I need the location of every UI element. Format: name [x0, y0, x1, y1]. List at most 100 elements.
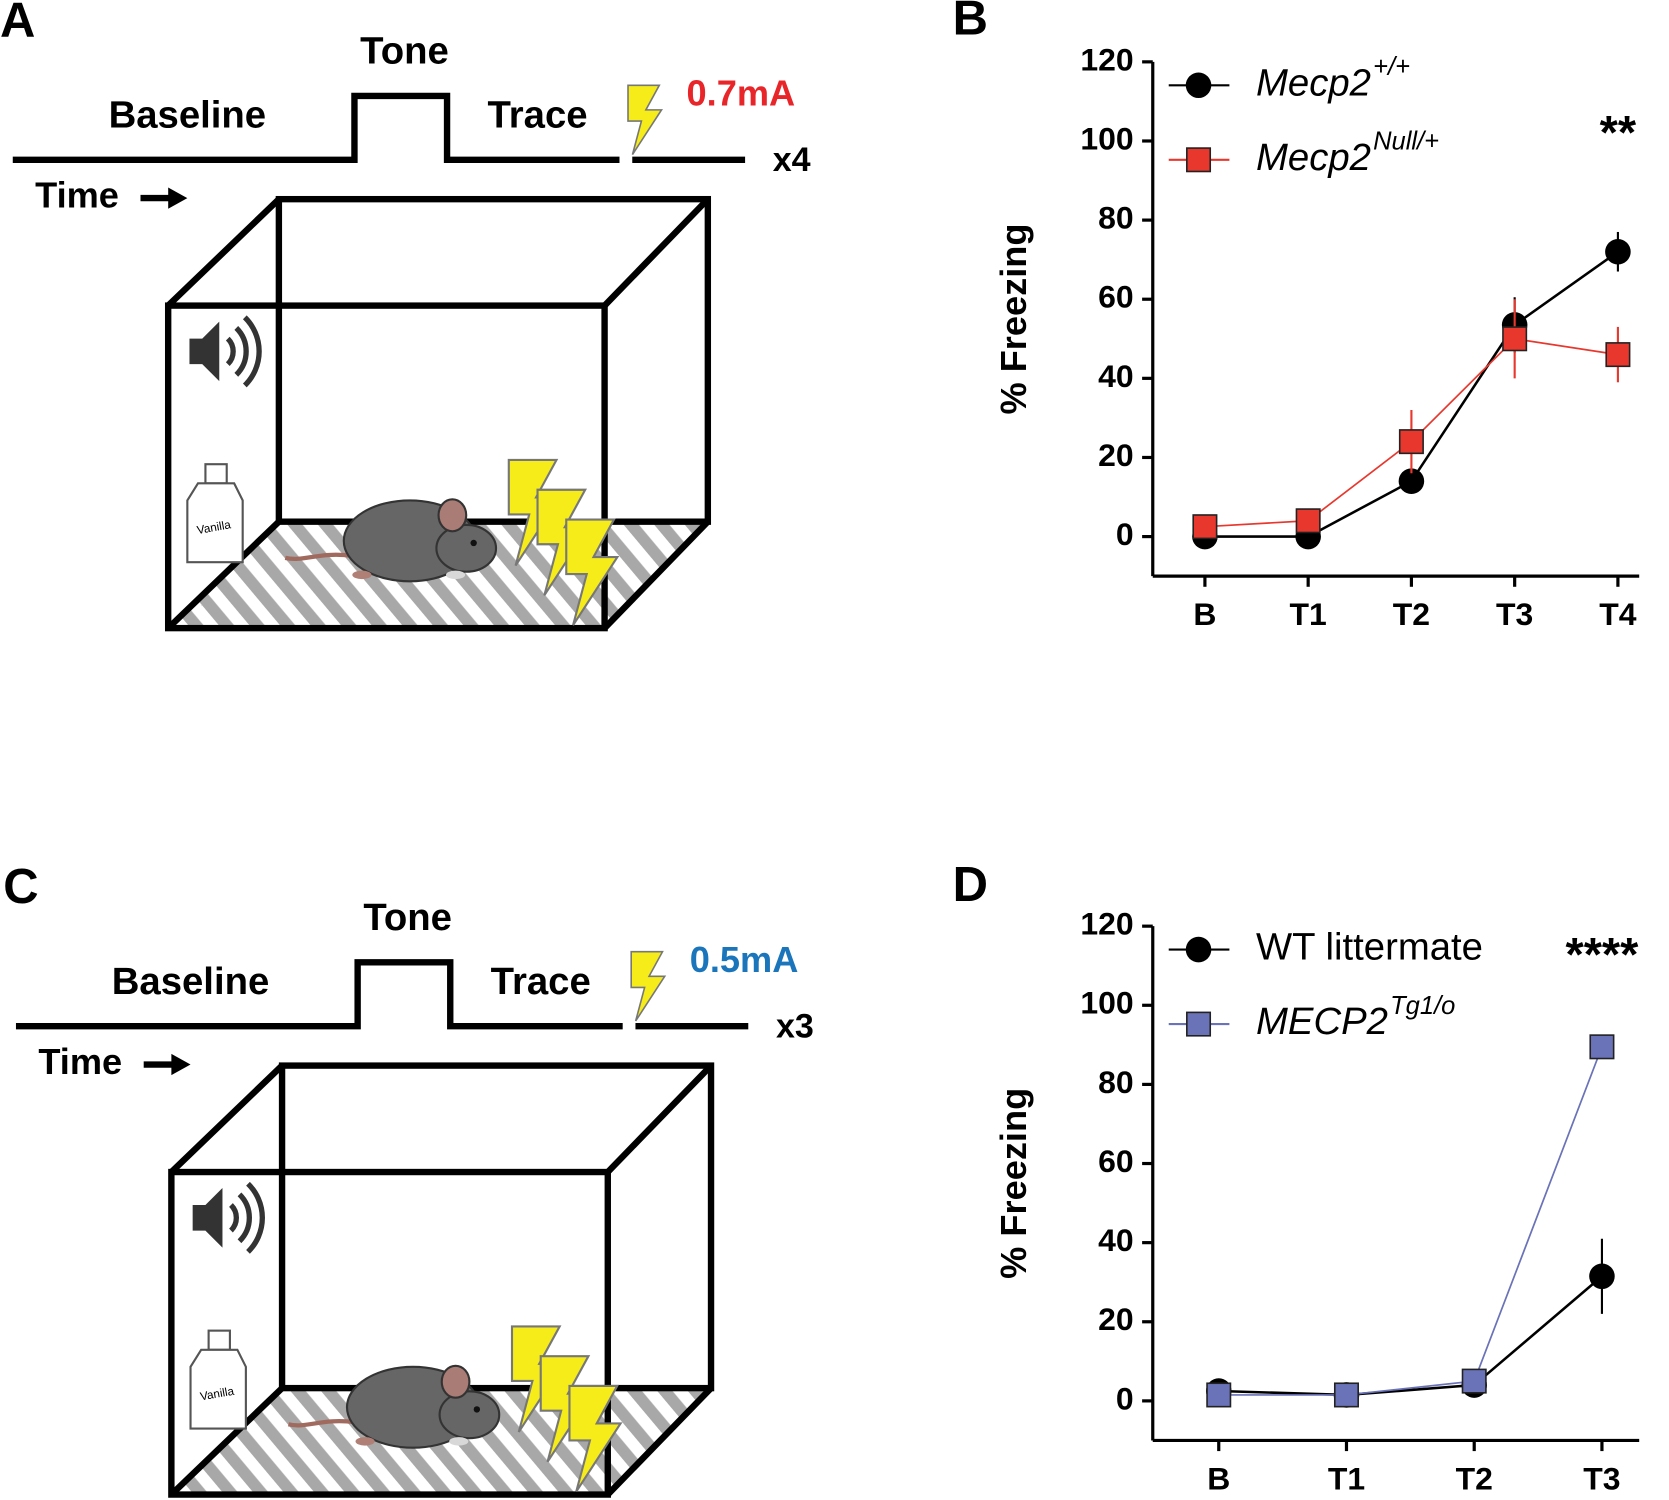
y-tick-label: 100 — [1080, 985, 1133, 1021]
bottle-cap — [207, 1329, 231, 1351]
lightning-bolt — [630, 950, 667, 1022]
y-tick-label: 20 — [1098, 437, 1134, 473]
mouse-paw — [449, 1437, 469, 1446]
repeats-label: x3 — [776, 1007, 814, 1045]
y-tick-label: 120 — [1080, 906, 1133, 942]
chamber-back — [278, 1062, 715, 1392]
marker — [1398, 468, 1425, 494]
y-tick-label: 60 — [1098, 279, 1134, 315]
y-tick-label: 0 — [1116, 1380, 1134, 1416]
marker — [1333, 1382, 1359, 1408]
marker — [1192, 514, 1218, 540]
legend-label: Mecp2 — [1256, 136, 1371, 179]
legend-superscript: Tg1/o — [1390, 992, 1455, 1020]
x-tick-label: T1 — [1290, 596, 1327, 632]
bottle-cap — [204, 463, 228, 485]
speaker — [189, 321, 220, 382]
y-tick-label: 0 — [1116, 516, 1134, 552]
mouse-eye — [473, 1406, 481, 1413]
annotation: **** — [1565, 928, 1639, 980]
legend-label: Mecp2 — [1256, 61, 1371, 104]
chamber-edge — [602, 519, 711, 631]
y-tick-label: 80 — [1098, 200, 1134, 236]
legend-marker — [1185, 72, 1212, 99]
marker — [1398, 429, 1424, 455]
mouse-paw — [445, 570, 466, 580]
marker — [1461, 1368, 1487, 1394]
legend-label: WT littermate — [1256, 926, 1483, 969]
marker — [1502, 326, 1528, 352]
trace-label: Trace — [487, 93, 587, 136]
protocol-panel: A Tone Baseline Trace 0.7mA x4 Time Vanilla — [0, 0, 811, 632]
baseline-label: Baseline — [109, 93, 267, 136]
timeline — [15, 959, 623, 1030]
chamber-back — [275, 195, 712, 525]
legend-marker — [1186, 1011, 1212, 1037]
mouse-paw — [352, 570, 372, 580]
mouse-head — [435, 523, 498, 573]
marker — [1295, 508, 1321, 534]
x-tick-label: T4 — [1599, 596, 1636, 632]
x-tick-label: T2 — [1393, 596, 1430, 632]
baseline-label: Baseline — [112, 960, 270, 1003]
current-label: 0.5mA — [690, 939, 799, 980]
legend-superscript: Null/+ — [1373, 128, 1439, 156]
series-line — [1218, 1275, 1603, 1397]
marker — [1589, 1034, 1615, 1060]
chamber-edge — [169, 1063, 285, 1175]
y-tick-label: 60 — [1098, 1143, 1134, 1179]
y-axis-label: % Freezing — [993, 223, 1034, 414]
y-axis-label: % Freezing — [993, 1088, 1034, 1279]
mouse-paw — [355, 1437, 375, 1446]
series-line — [1218, 1046, 1603, 1396]
time-label: Time — [35, 175, 119, 216]
marker — [1206, 1382, 1232, 1408]
tone-label: Tone — [363, 896, 452, 939]
y-tick-label: 120 — [1080, 41, 1133, 77]
legend-label: MECP2 — [1256, 1000, 1388, 1043]
panel-label: B — [953, 0, 988, 45]
bottle-text: Vanilla — [199, 1385, 235, 1404]
y-tick-label: 20 — [1098, 1301, 1134, 1337]
x-tick-label: T3 — [1496, 596, 1533, 632]
marker — [1589, 1263, 1615, 1290]
x-tick-label: T3 — [1583, 1460, 1620, 1496]
chamber-front — [168, 1168, 611, 1498]
y-tick-label: 40 — [1098, 358, 1134, 394]
tone-label: Tone — [360, 29, 449, 72]
mouse-ear — [437, 498, 468, 533]
x-tick-label: B — [1207, 1460, 1230, 1496]
annotation: ** — [1600, 107, 1637, 159]
panel-label: D — [953, 858, 988, 912]
mouse-ear — [440, 1364, 471, 1399]
sound-wave — [225, 336, 236, 367]
bottle — [186, 482, 244, 564]
time-label: Time — [38, 1041, 122, 1082]
lightning-bolt — [627, 84, 664, 156]
chamber-edge — [169, 1385, 285, 1497]
y-tick-label: 40 — [1098, 1222, 1134, 1258]
y-tick-label: 80 — [1098, 1064, 1134, 1100]
legend-marker — [1185, 936, 1212, 963]
sound-wave — [242, 315, 262, 388]
panel-label: C — [3, 860, 38, 914]
repeats-label: x4 — [773, 141, 811, 179]
mouse-head — [438, 1390, 501, 1440]
x-tick-label: B — [1193, 596, 1216, 632]
chamber-edge — [165, 196, 282, 308]
sound-wave — [228, 1203, 239, 1233]
timeline — [12, 92, 620, 163]
time-arrow-head — [171, 1053, 191, 1076]
chamber-front — [164, 302, 608, 632]
bottle-text: Vanilla — [196, 518, 232, 537]
x-tick-label: T1 — [1328, 1460, 1365, 1496]
marker — [1605, 238, 1631, 265]
bottle — [189, 1348, 247, 1430]
sound-wave — [246, 1181, 265, 1254]
lightning-bolt — [568, 1384, 623, 1493]
mouse-tail — [287, 1419, 355, 1428]
speaker — [192, 1188, 223, 1248]
trace-label: Trace — [491, 960, 591, 1003]
marker — [1605, 342, 1631, 368]
